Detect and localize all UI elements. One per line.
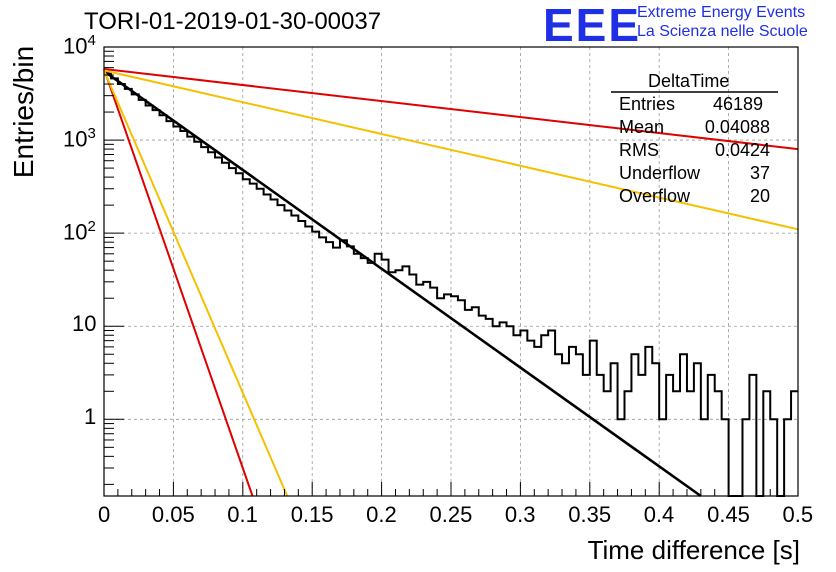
y-tick-label: 103 (63, 125, 96, 152)
y-tick-label: 10 (72, 311, 96, 337)
y-tick-exponent: 2 (87, 218, 96, 236)
reference-line (103, 69, 799, 231)
x-tick-label: 0.3 (504, 502, 536, 527)
stats-value-mean: 0.04088 (704, 117, 770, 137)
x-tick-label: 0.4 (643, 502, 675, 527)
reference-line (103, 68, 254, 497)
stats-label-rms: RMS (619, 140, 659, 160)
y-axis-label: Entries/bin (8, 46, 39, 178)
stats-value-underflow: 37 (749, 163, 770, 183)
fit-line-black (103, 70, 702, 498)
reference-line (103, 68, 799, 151)
x-tick-label: 0 (98, 502, 111, 527)
y-tick-base: 10 (63, 33, 88, 59)
logo-line-2: La Scienza nelle Scuole (637, 23, 808, 40)
fit-curves (103, 68, 799, 498)
stats-label-mean: Mean (619, 117, 665, 137)
x-tick-label: 0.25 (429, 502, 473, 527)
y-tick-base: 10 (72, 311, 97, 337)
y-tick-base: 1 (84, 404, 97, 430)
histogram-steps (104, 72, 798, 497)
stats-label-entries: Entries (619, 94, 676, 114)
chart-title: TORI-01-2019-01-30-00037 (84, 8, 382, 35)
stats-value-rms: 0.0424 (714, 140, 770, 160)
y-tick-label: 1 (84, 404, 96, 430)
grid-lines (104, 47, 798, 496)
x-tick-label: 0.15 (290, 502, 334, 527)
y-tick-label: 102 (63, 218, 96, 245)
histogram (104, 72, 798, 497)
reference-line (103, 70, 289, 497)
eee-logo: EEE (543, 0, 642, 51)
y-tick-exponent: 4 (87, 32, 96, 49)
x-tick-label: 0.45 (707, 502, 750, 527)
stats-value-overflow: 20 (749, 186, 770, 206)
stats-box-title: DeltaTime (648, 71, 730, 91)
x-axis-label: Time difference [s] (588, 535, 800, 565)
x-tick-label: 0.2 (366, 502, 397, 527)
logo-line-1: Extreme Energy Events (637, 4, 806, 21)
y-tick-label: 104 (63, 32, 96, 59)
axis-ticks (103, 50, 799, 496)
x-tick-label: 0.5 (782, 502, 814, 527)
stats-label-overflow: Overflow (619, 186, 691, 206)
x-tick-label: 0.05 (151, 502, 195, 527)
stats-value-entries: 46189 (712, 94, 763, 114)
y-tick-base: 10 (63, 126, 88, 152)
x-tick-label: 0.35 (568, 502, 612, 527)
stats-label-underflow: Underflow (619, 163, 701, 183)
y-tick-base: 10 (63, 219, 88, 245)
y-tick-exponent: 3 (87, 125, 96, 143)
x-tick-label: 0.1 (227, 502, 258, 527)
